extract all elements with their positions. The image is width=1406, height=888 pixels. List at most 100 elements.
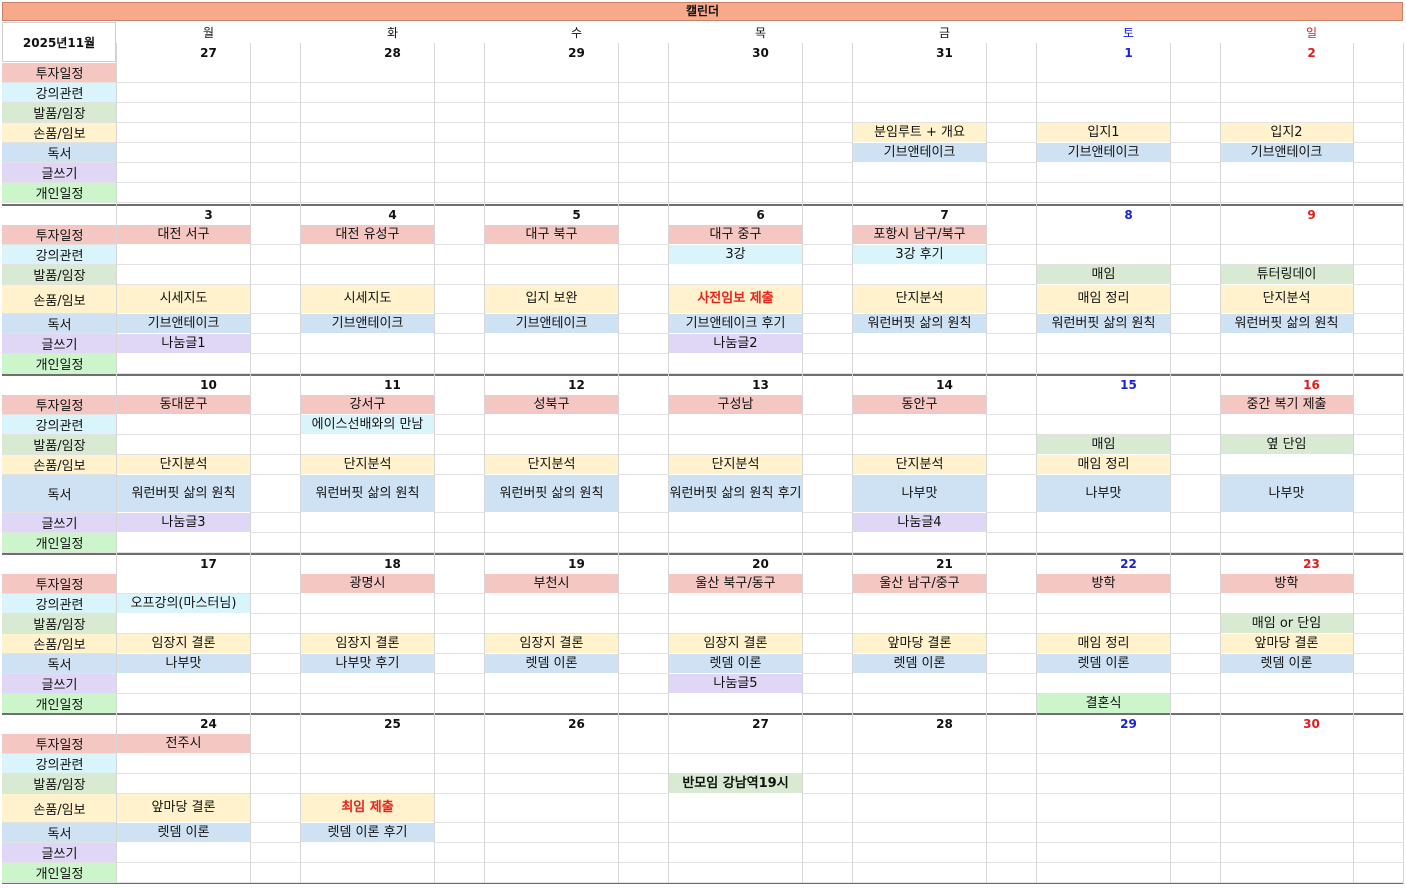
event-cell[interactable]: 입지 보완 (485, 285, 618, 314)
event-cell[interactable]: 에이스선배와의 만남 (301, 415, 434, 435)
event-cell[interactable]: 대전 서구 (117, 225, 250, 245)
event-cell[interactable]: 렛뎀 이론 (1220, 654, 1353, 674)
event-cell[interactable]: 나부맛 (117, 654, 250, 674)
event-cell[interactable]: 나눔글2 (669, 334, 802, 354)
event-cell[interactable]: 광명시 (301, 574, 434, 594)
event-cell[interactable]: 대전 유성구 (301, 225, 434, 245)
category-label: 강의관련 (2, 594, 117, 614)
event-cell[interactable]: 동안구 (853, 395, 986, 415)
event-cell[interactable]: 기브앤테이크 (853, 143, 986, 163)
event-cell[interactable]: 구성남 (669, 395, 802, 415)
event-cell[interactable]: 나눔글3 (117, 513, 250, 533)
event-cell[interactable]: 입지2 (1220, 123, 1353, 143)
event-cell[interactable]: 부천시 (485, 574, 618, 594)
event-cell[interactable]: 단지분석 (485, 455, 618, 475)
event-cell[interactable]: 기브앤테이크 (485, 314, 618, 334)
event-cell[interactable]: 분임루트 + 개요 (853, 123, 986, 143)
event-cell[interactable]: 오프강의(마스터님) (117, 594, 250, 614)
event-cell[interactable]: 임장지 결론 (485, 634, 618, 654)
event-cell[interactable]: 시세지도 (117, 285, 250, 314)
event-cell[interactable]: 매임 (1037, 265, 1170, 285)
event-cell[interactable]: 단지분석 (1220, 285, 1353, 314)
event-cell[interactable]: 대구 북구 (485, 225, 618, 245)
event-cell[interactable]: 기브앤테이크 (1220, 143, 1353, 163)
category-label: 발품/임장 (2, 435, 117, 455)
event-cell[interactable]: 단지분석 (301, 455, 434, 475)
event-cell[interactable]: 렛뎀 이론 후기 (301, 823, 434, 843)
category-label: 손품/임보 (2, 455, 117, 475)
event-cell[interactable]: 워런버핏 삶의 원칙 후기 (669, 475, 802, 513)
event-cell[interactable]: 단지분석 (853, 285, 986, 314)
event-cell[interactable]: 매임 정리 (1037, 455, 1170, 475)
event-cell[interactable]: 3강 후기 (853, 245, 986, 265)
event-cell[interactable]: 반모임 강남역19시 (669, 774, 802, 794)
event-cell[interactable]: 울산 남구/중구 (853, 574, 986, 594)
event-cell[interactable]: 울산 북구/동구 (669, 574, 802, 594)
category-label: 손품/임보 (2, 123, 117, 143)
date-number: 16 (1303, 378, 1320, 392)
event-cell[interactable]: 워런버핏 삶의 원칙 (301, 475, 434, 513)
event-cell[interactable]: 앞마당 결론 (853, 634, 986, 654)
event-cell[interactable]: 나부맛 (853, 475, 986, 513)
event-cell[interactable]: 나부맛 후기 (301, 654, 434, 674)
event-cell[interactable]: 워런버핏 삶의 원칙 (117, 475, 250, 513)
event-cell[interactable]: 방학 (1220, 574, 1353, 594)
event-cell[interactable]: 렛뎀 이론 (853, 654, 986, 674)
event-cell[interactable]: 매임 정리 (1037, 285, 1170, 314)
row-gridline (2, 142, 1403, 143)
event-cell[interactable]: 매임 or 단임 (1220, 614, 1353, 634)
event-cell[interactable]: 기브앤테이크 (1037, 143, 1170, 163)
event-cell[interactable]: 전주시 (117, 734, 250, 754)
event-cell[interactable]: 워런버핏 삶의 원칙 (1220, 314, 1353, 334)
category-label: 독서 (2, 314, 117, 334)
event-cell[interactable]: 나눔글4 (853, 513, 986, 533)
event-cell[interactable]: 포항시 남구/북구 (853, 225, 986, 245)
category-label: 투자일정 (2, 225, 117, 245)
date-number: 29 (1120, 717, 1137, 731)
event-cell[interactable]: 앞마당 결론 (1220, 634, 1353, 654)
event-cell[interactable]: 렛뎀 이론 (485, 654, 618, 674)
event-cell[interactable]: 결혼식 (1037, 694, 1170, 714)
event-cell[interactable]: 매임 (1037, 435, 1170, 455)
event-cell[interactable]: 중간 복기 제출 (1220, 395, 1353, 415)
event-cell[interactable]: 나눔글5 (669, 674, 802, 694)
event-cell[interactable]: 나부맛 (1220, 475, 1353, 513)
event-cell[interactable]: 단지분석 (669, 455, 802, 475)
event-cell[interactable]: 임장지 결론 (301, 634, 434, 654)
event-cell[interactable]: 기브앤테이크 (117, 314, 250, 334)
event-cell[interactable]: 워런버핏 삶의 원칙 (853, 314, 986, 334)
event-cell[interactable]: 대구 중구 (669, 225, 802, 245)
event-cell[interactable]: 렛뎀 이론 (669, 654, 802, 674)
event-cell[interactable]: 기브앤테이크 (301, 314, 434, 334)
event-cell[interactable]: 단지분석 (853, 455, 986, 475)
event-cell[interactable]: 나부맛 (1037, 475, 1170, 513)
event-cell[interactable]: 임장지 결론 (669, 634, 802, 654)
event-cell[interactable]: 동대문구 (117, 395, 250, 415)
event-cell[interactable]: 렛뎀 이론 (1037, 654, 1170, 674)
event-cell[interactable]: 워런버핏 삶의 원칙 (485, 475, 618, 513)
event-cell[interactable]: 단지분석 (117, 455, 250, 475)
event-cell[interactable]: 매임 정리 (1037, 634, 1170, 654)
event-cell[interactable]: 렛뎀 이론 (117, 823, 250, 843)
event-cell[interactable]: 튜터링데이 (1220, 265, 1353, 285)
category-label: 손품/임보 (2, 634, 117, 654)
event-cell[interactable]: 사전임보 제출 (669, 285, 802, 314)
event-cell[interactable]: 옆 단임 (1220, 435, 1353, 455)
date-number: 5 (572, 208, 581, 222)
event-cell[interactable]: 앞마당 결론 (117, 794, 250, 823)
event-cell[interactable]: 성북구 (485, 395, 618, 415)
event-cell[interactable]: 임장지 결론 (117, 634, 250, 654)
event-cell[interactable]: 워런버핏 삶의 원칙 (1037, 314, 1170, 334)
column-gridline (1403, 43, 1404, 884)
event-cell[interactable]: 강서구 (301, 395, 434, 415)
date-number: 10 (200, 378, 217, 392)
row-gridline (2, 532, 1403, 533)
event-cell[interactable]: 방학 (1037, 574, 1170, 594)
event-cell[interactable]: 시세지도 (301, 285, 434, 314)
event-cell[interactable]: 입지1 (1037, 123, 1170, 143)
event-cell[interactable]: 최임 제출 (301, 794, 434, 823)
date-number: 3 (204, 208, 213, 222)
event-cell[interactable]: 나눔글1 (117, 334, 250, 354)
event-cell[interactable]: 3강 (669, 245, 802, 265)
event-cell[interactable]: 기브앤테이크 후기 (669, 314, 802, 334)
